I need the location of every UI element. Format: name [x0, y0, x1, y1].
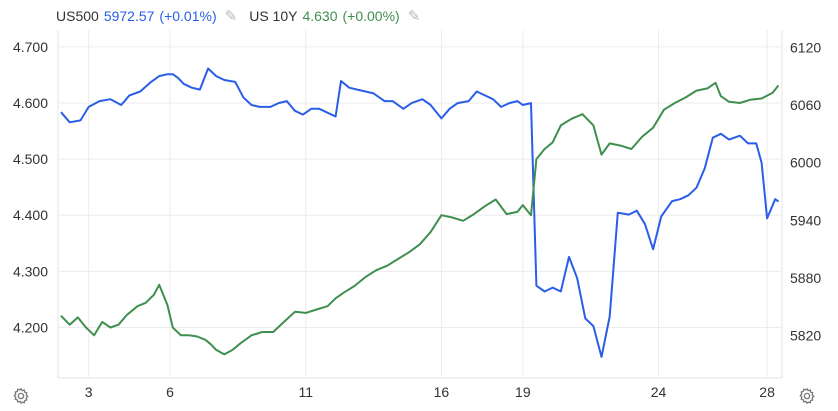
right-tick-label: 6060: [790, 97, 821, 113]
gear-icon[interactable]: [12, 387, 30, 405]
left-tick-label: 4.200: [13, 319, 48, 335]
left-tick-label: 4.700: [13, 39, 48, 55]
left-axis: 4.200 4.300 4.400 4.500 4.600 4.700: [13, 39, 48, 336]
x-tick-label: 16: [434, 384, 450, 400]
series-layer: [60, 67, 779, 358]
x-tick-label: 19: [515, 384, 531, 400]
x-tick-label: 24: [651, 384, 667, 400]
legend-value-us500: 5972.57: [103, 8, 155, 24]
gear-icon[interactable]: [798, 387, 816, 405]
left-tick-label: 4.500: [13, 151, 48, 167]
legend-symbol-us10y: US 10Y: [249, 8, 298, 24]
right-axis: 5820 5880 5940 6000 6060 6120: [790, 39, 821, 343]
right-tick-label: 5940: [790, 212, 821, 228]
right-tick-label: 5880: [790, 270, 821, 286]
x-tick-label: 28: [759, 384, 775, 400]
right-tick-label: 5820: [790, 328, 821, 344]
series-line-us500[interactable]: [60, 67, 779, 358]
x-tick-label: 6: [166, 384, 174, 400]
legend: US500 5972.57 (+0.01%) ✎ US 10Y 4.630 (+…: [56, 6, 432, 26]
legend-change-us500: (+0.01%): [159, 8, 217, 24]
legend-symbol-us500: US500: [56, 8, 99, 24]
pencil-icon[interactable]: ✎: [407, 8, 421, 25]
left-tick-label: 4.600: [13, 95, 48, 111]
x-axis: 3 6 11 16 19 24 28: [85, 384, 775, 400]
legend-value-us10y: 4.630: [302, 8, 338, 24]
x-tick-label: 11: [298, 384, 313, 400]
left-tick-label: 4.400: [13, 207, 48, 223]
right-tick-label: 6000: [790, 155, 821, 171]
pencil-icon[interactable]: ✎: [224, 8, 238, 25]
left-tick-label: 4.300: [13, 263, 48, 279]
x-tick-label: 3: [85, 384, 93, 400]
legend-change-us10y: (+0.00%): [342, 8, 400, 24]
series-line-us10y[interactable]: [60, 81, 779, 356]
grid: [57, 30, 783, 379]
right-tick-label: 6120: [790, 39, 821, 55]
